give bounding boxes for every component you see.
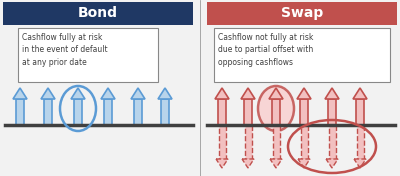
- Bar: [214, 28, 390, 82]
- Polygon shape: [298, 159, 310, 168]
- Bar: [18, 28, 158, 82]
- Polygon shape: [16, 99, 24, 125]
- Polygon shape: [300, 125, 308, 159]
- Polygon shape: [216, 159, 228, 168]
- Ellipse shape: [258, 86, 294, 131]
- Polygon shape: [328, 125, 336, 159]
- Bar: [3, 2, 193, 25]
- Polygon shape: [356, 99, 364, 125]
- Polygon shape: [244, 99, 252, 125]
- Polygon shape: [101, 88, 115, 99]
- Polygon shape: [131, 88, 145, 99]
- Polygon shape: [300, 99, 308, 125]
- Polygon shape: [272, 125, 280, 159]
- Polygon shape: [104, 99, 112, 125]
- Polygon shape: [269, 88, 283, 99]
- Polygon shape: [353, 88, 367, 99]
- Polygon shape: [272, 99, 280, 125]
- Polygon shape: [218, 99, 226, 125]
- Polygon shape: [270, 159, 282, 168]
- Polygon shape: [13, 88, 27, 99]
- Polygon shape: [215, 88, 229, 99]
- Polygon shape: [134, 99, 142, 125]
- Text: Cashflow fully at risk
in the event of default
at any prior date: Cashflow fully at risk in the event of d…: [22, 33, 108, 67]
- Text: Bond: Bond: [78, 6, 118, 20]
- Polygon shape: [161, 99, 169, 125]
- Polygon shape: [41, 88, 55, 99]
- Polygon shape: [328, 99, 336, 125]
- Polygon shape: [242, 159, 254, 168]
- Polygon shape: [44, 99, 52, 125]
- Polygon shape: [354, 159, 366, 168]
- Polygon shape: [325, 88, 339, 99]
- Polygon shape: [326, 159, 338, 168]
- Polygon shape: [74, 99, 82, 125]
- Polygon shape: [71, 88, 85, 99]
- Polygon shape: [218, 125, 226, 159]
- Polygon shape: [158, 88, 172, 99]
- Text: Cashflow not fully at risk
due to partial offset with
opposing cashflows: Cashflow not fully at risk due to partia…: [218, 33, 313, 67]
- Polygon shape: [244, 125, 252, 159]
- Text: Swap: Swap: [281, 6, 323, 20]
- Polygon shape: [297, 88, 311, 99]
- Polygon shape: [241, 88, 255, 99]
- Bar: [207, 2, 397, 25]
- Polygon shape: [356, 125, 364, 159]
